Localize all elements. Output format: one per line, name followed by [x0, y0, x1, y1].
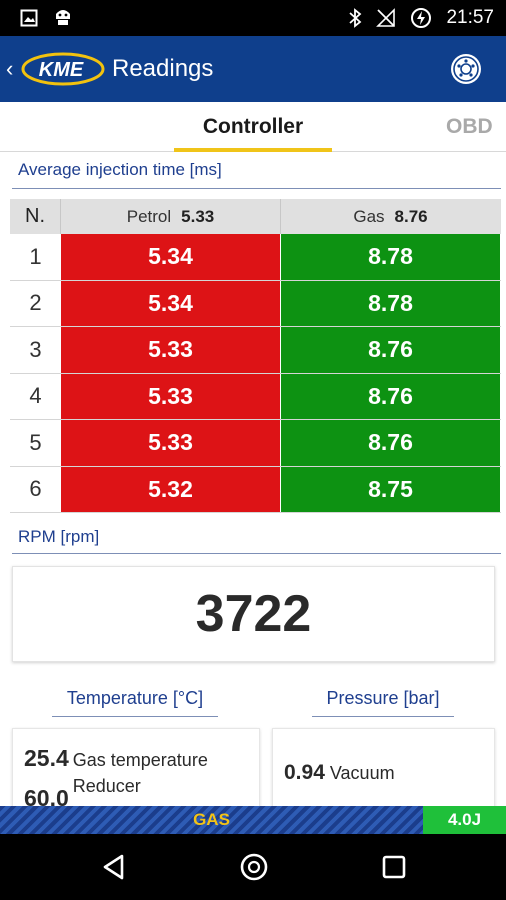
pressure-title: Pressure [bar]	[326, 688, 440, 708]
app-bar: ‹ KME Readings	[0, 36, 506, 102]
image-notification-icon	[20, 9, 38, 27]
injection-section-title: Average injection time [ms]	[18, 160, 222, 179]
injection-table: N. Petrol 5.33 Gas 8.76 1 5.34 8.78 2 5.…	[10, 199, 501, 513]
section-divider	[12, 188, 501, 189]
temperature-title: Temperature [°C]	[66, 688, 204, 708]
gas-temperature-value: 25.4	[24, 745, 69, 771]
petrol-time-cell: 5.32	[61, 466, 281, 512]
home-nav-icon[interactable]	[238, 851, 270, 883]
bluetooth-icon	[349, 8, 362, 28]
connection-status-icon[interactable]	[448, 51, 484, 87]
temperature-card: 25.4 Gas temperature 60.0 Reducer	[12, 728, 260, 818]
fuel-mode-label: GAS	[193, 810, 230, 829]
kme-logo[interactable]: KME	[20, 47, 106, 91]
tab-bar: Controller OBD	[0, 102, 506, 152]
gas-time-cell: 8.78	[281, 234, 500, 280]
cylinder-number: 6	[29, 476, 42, 502]
gas-average: 8.76	[394, 206, 428, 226]
gas-time-cell: 8.76	[281, 327, 500, 373]
rpm-section-title: RPM [rpm]	[18, 527, 100, 546]
version-badge: 4.0J	[423, 806, 506, 834]
rpm-card: 3722	[12, 566, 495, 662]
petrol-time-cell: 5.33	[61, 420, 281, 466]
table-row: 2 5.34 8.78	[10, 280, 501, 327]
cylinder-number: 5	[29, 429, 42, 455]
petrol-header: Petrol 5.33	[61, 199, 281, 234]
gas-temperature-label: Gas temperature	[72, 750, 208, 770]
cylinder-number: 2	[29, 290, 42, 316]
petrol-time-cell: 5.33	[61, 327, 281, 373]
active-tab-indicator	[174, 148, 332, 152]
petrol-time-cell: 5.33	[61, 373, 281, 419]
rpm-value: 3722	[195, 585, 312, 643]
gas-time-cell: 8.76	[281, 420, 500, 466]
gas-time-cell: 8.76	[281, 373, 500, 419]
back-chevron-icon[interactable]: ‹	[6, 56, 14, 81]
recents-nav-icon[interactable]	[378, 851, 410, 883]
fuel-mode-indicator[interactable]: GAS	[0, 806, 423, 834]
svg-text:KME: KME	[39, 59, 84, 81]
pressure-card: 0.94 Vacuum	[272, 728, 495, 818]
vacuum-value: 0.94	[284, 761, 325, 784]
cylinder-number: 3	[29, 336, 42, 362]
cylinder-number: 4	[29, 383, 42, 409]
android-debug-icon	[56, 10, 70, 25]
battery-charging-icon	[411, 8, 432, 28]
status-bar: 21:57	[0, 0, 506, 36]
injection-table-header: N. Petrol 5.33 Gas 8.76	[10, 199, 501, 234]
screen-title: Readings	[112, 55, 214, 82]
table-row: 1 5.34 8.78	[10, 234, 501, 281]
cylinder-number-header: N.	[10, 199, 61, 234]
petrol-time-cell: 5.34	[61, 234, 281, 280]
petrol-time-cell: 5.34	[61, 280, 281, 326]
version-label: 4.0J	[447, 810, 482, 829]
table-row: 6 5.32 8.75	[10, 466, 501, 513]
reducer-temperature-label: Reducer	[72, 776, 141, 796]
tab-controller[interactable]: Controller	[174, 102, 332, 152]
temperature-title-underline	[52, 716, 218, 717]
gas-header-label: Gas	[353, 206, 385, 226]
tab-obd[interactable]: OBD	[446, 115, 493, 138]
table-row: 3 5.33 8.76	[10, 327, 501, 374]
section-divider	[12, 553, 501, 554]
cylinder-number: 1	[29, 243, 42, 269]
petrol-average: 5.33	[181, 206, 215, 226]
pressure-title-underline	[312, 716, 454, 717]
no-signal-icon	[376, 8, 396, 27]
clock: 21:57	[446, 7, 494, 28]
vacuum-reading: 0.94 Vacuum	[284, 761, 395, 785]
navigation-bar	[0, 834, 506, 900]
table-row: 5 5.33 8.76	[10, 420, 501, 467]
petrol-header-label: Petrol	[126, 206, 172, 226]
vacuum-label: Vacuum	[329, 763, 395, 783]
gas-time-cell: 8.78	[281, 280, 500, 326]
tab-controller-label: Controller	[202, 115, 304, 138]
gas-temperature-reading: 25.4 Gas temperature	[24, 745, 208, 772]
table-row: 4 5.33 8.76	[10, 373, 501, 420]
gas-header: Gas 8.76	[281, 199, 500, 234]
back-nav-icon[interactable]	[98, 851, 130, 883]
gas-time-cell: 8.75	[281, 466, 500, 512]
